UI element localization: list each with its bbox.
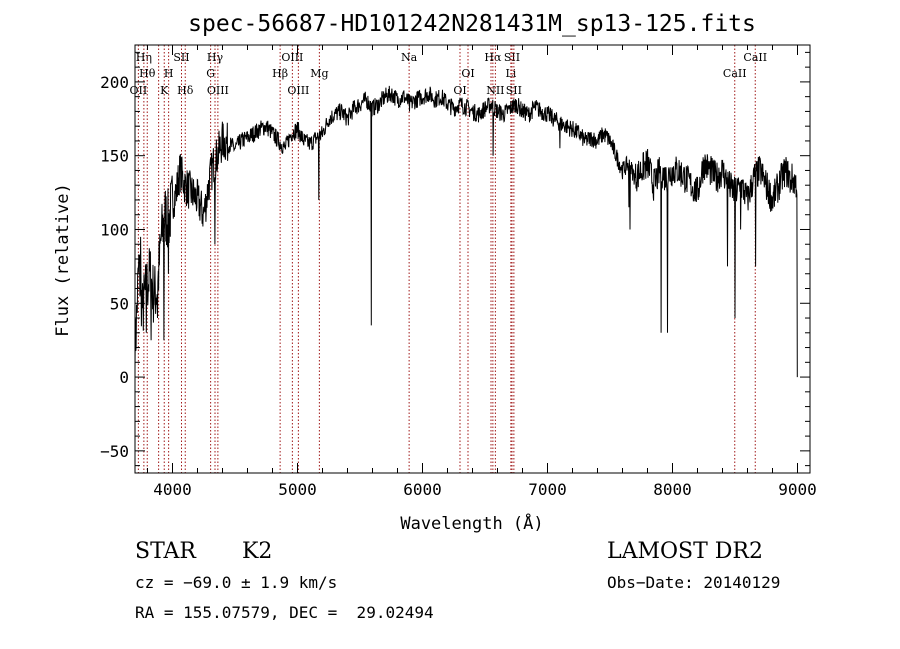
spectral-line-label: SII [504, 51, 520, 64]
spectral-line-label: OIII [207, 84, 229, 97]
spectral-line-label: H [164, 67, 174, 80]
observation-date: Obs−Date: 20140129 [607, 573, 781, 592]
x-tick-label: 8000 [653, 480, 692, 499]
x-tick-label: 7000 [528, 480, 567, 499]
y-tick-label: 150 [100, 147, 129, 166]
spectral-line-label: OIII [287, 84, 309, 97]
object-subclass: K2 [242, 539, 273, 564]
spectral-line-label: Hγ [207, 51, 224, 64]
spectral-line-label: Hδ [177, 84, 194, 97]
spectrum-line [134, 85, 798, 378]
y-tick-label: 50 [110, 294, 129, 313]
y-tick-label: 100 [100, 220, 129, 239]
chart-title: spec-56687-HD101242N281431M_sp13-125.fit… [188, 11, 756, 37]
spectral-line-label: Na [401, 51, 418, 64]
y-tick-label: 200 [100, 73, 129, 92]
spectral-line-label: NII [486, 84, 504, 97]
spectral-line-label: SII [173, 51, 189, 64]
spectral-line-label: G [206, 67, 215, 80]
x-tick-label: 9000 [778, 480, 817, 499]
coordinates: RA = 155.07579, DEC = 29.02494 [135, 603, 434, 622]
spectral-line-label: Li [505, 67, 516, 80]
x-tick-label: 6000 [403, 480, 442, 499]
spectral-line-label: Hα [484, 51, 502, 64]
redshift-value: cz = −69.0 ± 1.9 km/s [135, 573, 338, 592]
axis-ticks: 4000 5000 6000 7000 8000 9000 −50 0 50 100 150 200 [100, 45, 817, 499]
spectral-line-label: Hβ [272, 67, 288, 80]
spectrum-series [134, 85, 798, 378]
x-axis-label: Wavelength (Å) [400, 512, 543, 534]
spectral-line-label: Mg [310, 67, 328, 80]
spectral-line-label: OI [461, 67, 474, 80]
spectral-line-label: Hθ [139, 67, 156, 80]
x-tick-label: 5000 [278, 480, 317, 499]
x-tick-label: 4000 [153, 480, 192, 499]
spectral-line-label: OI [453, 84, 466, 97]
survey-name: LAMOST DR2 [607, 539, 763, 564]
y-tick-label: 0 [119, 368, 129, 387]
y-tick-label: −50 [100, 442, 129, 461]
spectral-line-label: SII [506, 84, 522, 97]
spectral-line-label: CaII [743, 51, 767, 64]
spectral-line-label: OIII [281, 51, 303, 64]
y-axis-label: Flux (relative) [53, 183, 73, 337]
spectral-line-label: CaII [723, 67, 747, 80]
spectral-line-label: Hη [136, 51, 152, 64]
spectral-line-label: OII [130, 84, 148, 97]
spectral-line-label: K [160, 84, 169, 97]
object-class: STAR [135, 539, 196, 564]
